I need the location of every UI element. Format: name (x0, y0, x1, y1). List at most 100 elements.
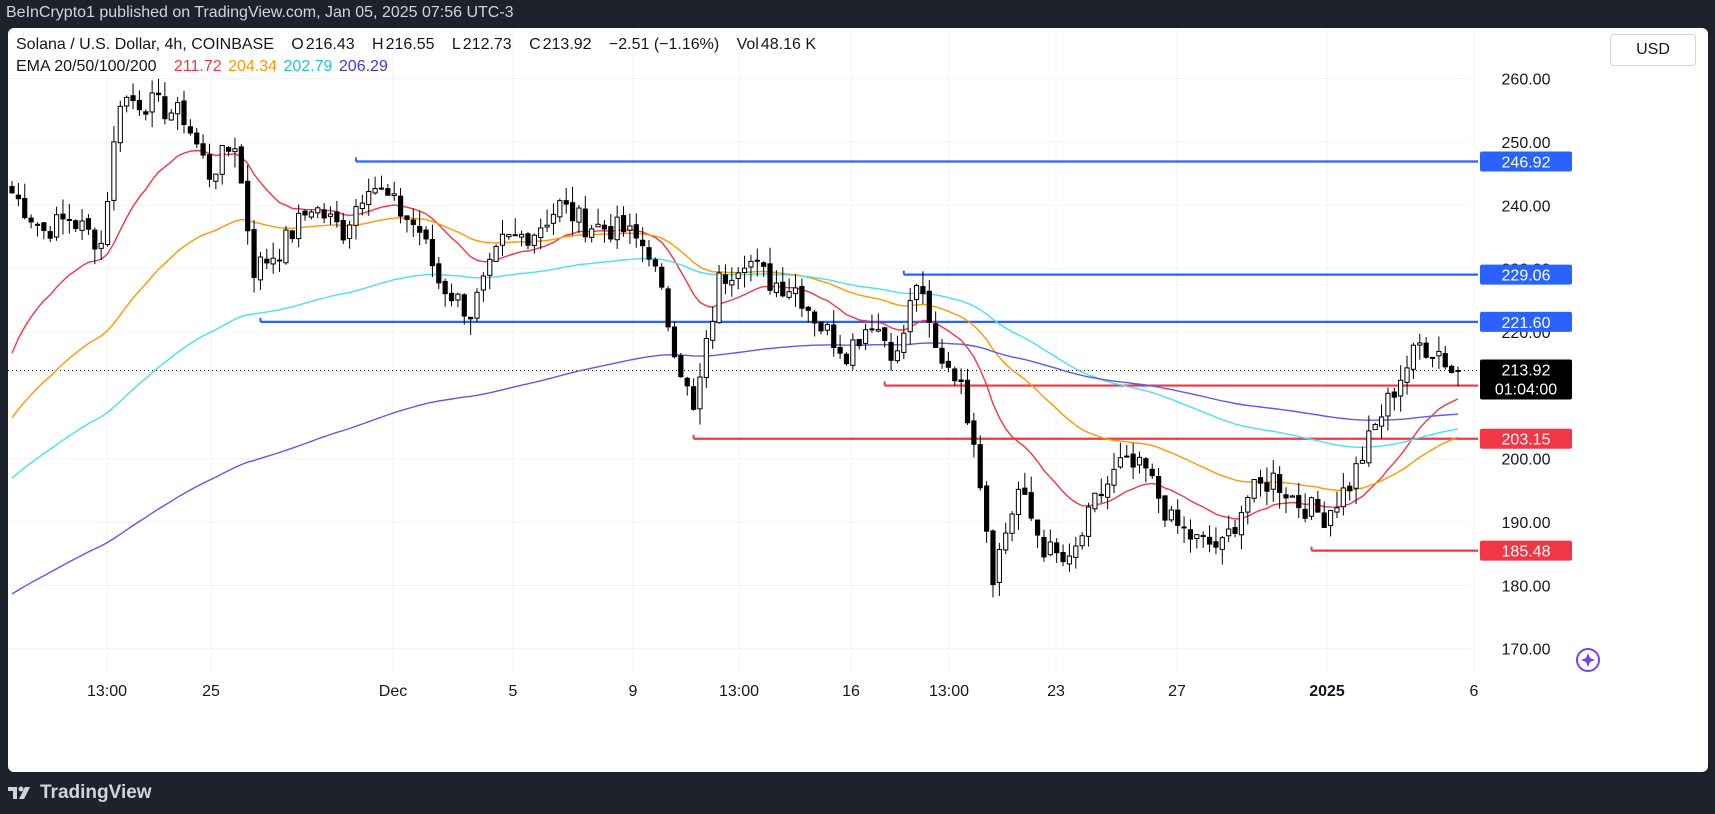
candle-body (582, 208, 588, 238)
candle-body (913, 284, 920, 301)
candle-body (945, 360, 951, 368)
price-chart-svg[interactable]: 260.00250.00240.00230.00220.00200.00190.… (8, 28, 1708, 772)
candle-body (1226, 528, 1232, 537)
x-tick-label: 16 (842, 683, 860, 700)
candle-body (289, 230, 295, 240)
low-label: L (451, 36, 461, 53)
candle-body (1410, 344, 1417, 370)
candle-body (397, 195, 404, 217)
candle-body (1391, 391, 1397, 398)
candle-body (614, 216, 620, 241)
candle-body (175, 102, 181, 115)
candle-body (1238, 512, 1245, 536)
candle-body (544, 224, 550, 228)
open-label: O (291, 36, 304, 53)
volume-label: Vol (736, 36, 759, 53)
ema100-line (11, 257, 1459, 479)
resistance-level-tag (1480, 151, 1572, 172)
candle-body (608, 226, 614, 240)
candle-body (506, 234, 512, 238)
candle-body (162, 96, 168, 120)
candle-body (1455, 370, 1461, 373)
candle-body (359, 202, 365, 210)
candle-body (194, 132, 200, 145)
candle-body (920, 286, 926, 295)
candle-body (1257, 477, 1264, 484)
candles (9, 78, 1461, 598)
candle-body (487, 258, 493, 276)
candle-body (1245, 497, 1251, 513)
candle-body (104, 200, 111, 246)
ema200-line (11, 342, 1459, 595)
candle-body (869, 328, 875, 331)
x-tick-label: 9 (629, 683, 638, 700)
candle-body (391, 193, 397, 197)
candle-body (901, 332, 907, 353)
candle-body (238, 146, 244, 184)
candle-body (984, 485, 990, 532)
candle-body (1213, 541, 1219, 548)
resistance-level-tag-label: 221.60 (1502, 315, 1551, 332)
candle-body (1168, 509, 1174, 521)
candle-body (1302, 508, 1308, 519)
candle-body (1156, 476, 1162, 499)
candle-body (971, 420, 977, 445)
high-label: H (372, 36, 384, 53)
support-level-tag-label: 203.15 (1502, 432, 1551, 449)
candle-body (98, 242, 104, 249)
candle-body (436, 263, 442, 284)
candle-body (410, 219, 416, 225)
candle-body (1041, 536, 1047, 558)
ema-lines (11, 149, 1459, 595)
ema200-value: 206.29 (338, 58, 388, 75)
candle-body (525, 233, 531, 246)
tradingview-logo-icon[interactable] (8, 785, 34, 801)
candle-body (964, 379, 971, 424)
candle-body (378, 187, 385, 190)
candle-body (1334, 507, 1340, 513)
candle-body (264, 258, 270, 264)
candle-body (907, 300, 913, 333)
footer-brand[interactable]: TradingView (40, 782, 152, 803)
candle-body (557, 200, 563, 218)
time-axis: 13:00 25 Dec 5 9 13:00 16 13:00 23 27 2025 6 (87, 683, 1479, 700)
ema50-value: 204.34 (228, 58, 278, 75)
candle-body (124, 96, 130, 107)
candle-body (1009, 513, 1015, 534)
candle-body (767, 263, 773, 291)
candle-body (684, 377, 690, 387)
resistance-level-tag-label: 229.06 (1502, 268, 1551, 285)
currency-button[interactable]: USD (1610, 34, 1696, 66)
y-tick-label: 240.00 (1502, 198, 1551, 215)
candle-body (818, 321, 824, 332)
symbol-title: Solana / U.S. Dollar, 4h, COINBASE (16, 36, 274, 53)
candle-body (130, 95, 136, 102)
current-price-label: 213.92 (1502, 363, 1551, 380)
candle-body (595, 223, 601, 228)
chart-panel[interactable]: Solana / U.S. Dollar, 4h, COINBASE O 216.… (8, 28, 1708, 772)
candle-body (423, 229, 429, 240)
candle-body (85, 218, 92, 230)
candle-body (1175, 509, 1181, 526)
candle-body (149, 92, 155, 113)
candle-body (206, 154, 213, 180)
y-tick-label: 180.00 (1502, 578, 1551, 595)
candle-body (729, 279, 735, 286)
candle-body (385, 188, 391, 196)
ema20-line (11, 149, 1459, 520)
candle-body (761, 262, 767, 267)
candle-body (79, 220, 85, 231)
candle-body (894, 350, 901, 362)
candle-body (1359, 459, 1366, 464)
candle-body (181, 100, 187, 126)
candle-body (1181, 526, 1187, 529)
sparkle-icon[interactable] (1576, 648, 1600, 672)
ema-label: EMA 20/50/100/200 (16, 58, 157, 75)
candle-body (633, 224, 639, 239)
candle-body (1149, 468, 1155, 477)
footer-bar: TradingView (0, 772, 1715, 814)
candle-body (270, 257, 276, 265)
candle-body (792, 287, 799, 295)
candle-body (1015, 488, 1022, 515)
candle-body (327, 213, 334, 217)
